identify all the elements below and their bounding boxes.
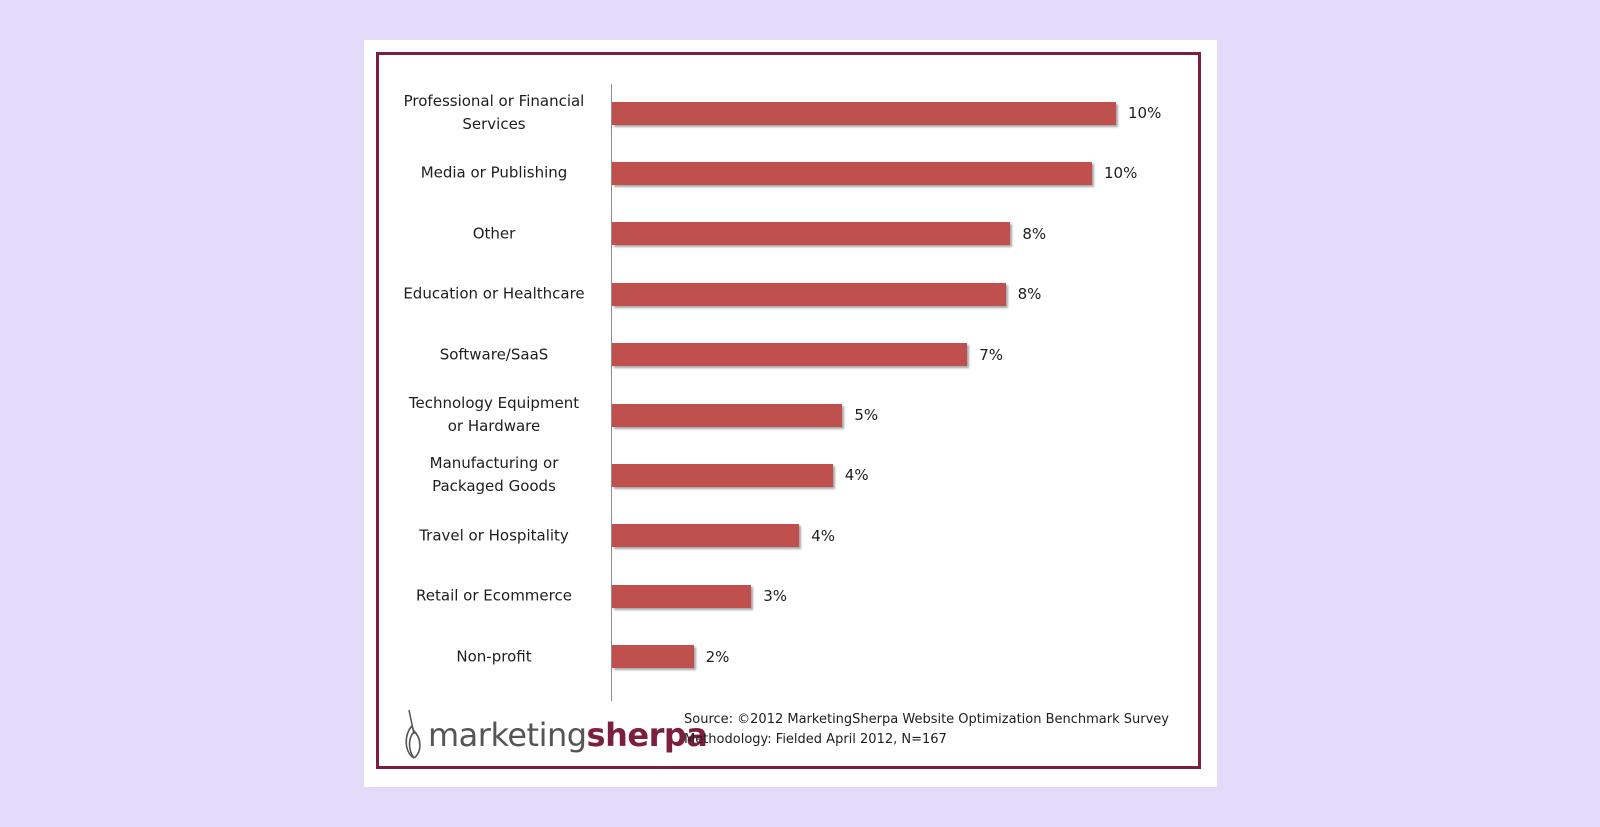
chart-plot-area: Professional or Financial Services 10% Med… (364, 40, 1217, 787)
value-label: 7% (979, 345, 1003, 364)
category-label: Education or Healthcare (403, 284, 585, 303)
bar (612, 282, 1006, 306)
bar (612, 584, 752, 608)
category-label: Professional or Financial Services (403, 92, 585, 133)
marketingsherpa-logo: marketingsherpa (402, 708, 708, 764)
value-label: 10% (1128, 104, 1162, 122)
value-label: 5% (854, 406, 879, 424)
logo-part-marketing: marketing (428, 716, 587, 754)
bar (612, 101, 1116, 125)
category-label: Retail or Ecommerce (416, 586, 572, 605)
category-label: Software/SaaS (439, 345, 549, 364)
category-label: Technology Equipment or Hardware (408, 394, 580, 435)
value-label: 3% (763, 587, 787, 606)
category-label: Media or Publishing (420, 163, 568, 182)
source-line: Source: ©2012 MarketingSherpa Website Op… (684, 712, 1169, 727)
bar (612, 161, 1092, 185)
bar (612, 463, 833, 487)
logo-wordmark: marketingsherpa (428, 716, 708, 754)
value-label: 4% (844, 466, 869, 485)
value-label: 10% (1104, 164, 1138, 183)
value-label: 8% (1022, 224, 1047, 243)
methodology-line: Methodology: Fielded April 2012, N=167 (684, 732, 947, 747)
value-label: 4% (811, 526, 835, 545)
category-label: Other (472, 224, 516, 243)
y-axis-line (611, 84, 612, 701)
value-label: 8% (1017, 285, 1042, 304)
category-label: Travel or Hospitality (419, 526, 569, 545)
bar (612, 222, 1011, 246)
chart-card: Professional or Financial Services 10% Med… (364, 40, 1217, 787)
value-label: 2% (705, 647, 730, 666)
chart-frame (376, 52, 1201, 769)
bar (612, 524, 800, 548)
bar (612, 403, 843, 427)
logo-part-sherpa: sherpa (586, 716, 708, 754)
category-label: Non-profit (456, 647, 532, 666)
bar (612, 645, 694, 669)
source-note: Source: ©2012 MarketingSherpa Website Op… (684, 710, 1169, 750)
pen-icon (405, 709, 421, 759)
bar (612, 343, 968, 367)
category-label: Manufacturing or Packaged Goods (429, 454, 559, 496)
